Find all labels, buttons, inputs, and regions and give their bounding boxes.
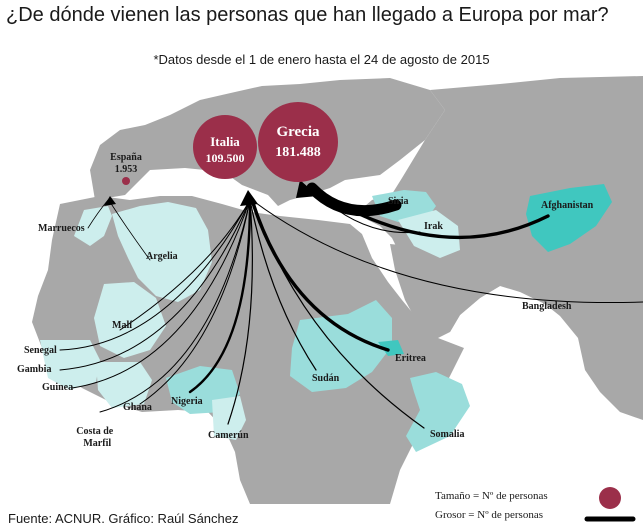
- arrowhead-grecia: [296, 180, 318, 198]
- destination-bubbles: Italia 109.500 Grecia 181.488 España 1.9…: [110, 102, 338, 185]
- grecia-name: Grecia: [276, 124, 320, 140]
- subtitle: *Datos desde el 1 de enero hasta el 24 d…: [153, 52, 490, 67]
- region-afghanistan: [526, 184, 612, 252]
- label-somalia: Somalia: [430, 429, 464, 440]
- label-bangladesh: Bangladesh: [522, 301, 572, 312]
- label-afghanistan: Afghanistan: [541, 200, 594, 211]
- espana-value: 1.953: [115, 164, 138, 175]
- label-camerun: Camerún: [208, 430, 249, 441]
- legend-width-label: Grosor = Nº de personas: [435, 509, 543, 521]
- flow-marruecos: [87, 199, 109, 229]
- arrowhead-espana: [104, 196, 116, 206]
- flow-lines: [59, 182, 643, 429]
- region-ghana-cdm: [96, 362, 152, 408]
- page-title: ¿De dónde vienen las personas que han ll…: [6, 4, 609, 26]
- label-gambia: Gambia: [17, 364, 51, 375]
- label-guinea: Guinea: [42, 382, 73, 393]
- flow-somalia: [251, 199, 425, 429]
- legend-symbols: [584, 487, 636, 522]
- flow-guinea: [71, 199, 251, 389]
- region-eritrea: [378, 340, 404, 356]
- arrow-heads: [104, 180, 318, 206]
- bubble-grecia: [258, 102, 338, 182]
- legend-bubble-icon: [599, 487, 621, 509]
- espana-name: España: [110, 152, 142, 163]
- bubble-italia: [193, 115, 257, 179]
- flow-gambia: [59, 199, 251, 371]
- region-marruecos: [74, 206, 112, 246]
- flow-bangladesh: [251, 199, 643, 303]
- label-irak: Irak: [424, 221, 443, 232]
- flow-nigeria: [188, 198, 252, 394]
- arrowhead-italia: [240, 190, 258, 206]
- flow-irak: [311, 187, 421, 234]
- bubble-espana: [122, 177, 130, 185]
- region-siria: [372, 190, 436, 222]
- migration-map: Italia 109.500 Grecia 181.488 España 1.9…: [17, 76, 643, 504]
- region-camerun: [212, 396, 246, 440]
- label-argelia: Argelia: [146, 251, 178, 262]
- region-somalia: [406, 372, 470, 452]
- land-asia: [358, 76, 643, 420]
- source-footer: Fuente: ACNUR. Gráfico: Raúl Sánchez: [8, 511, 239, 526]
- flow-camerun: [227, 199, 253, 425]
- label-ghana: Ghana: [123, 402, 152, 413]
- land-arabia: [390, 244, 500, 342]
- legend-size-label: Tamaño = Nº de personas: [435, 490, 548, 502]
- label-marruecos: Marruecos: [38, 223, 85, 234]
- label-siria: Siria: [388, 196, 409, 207]
- label-eritrea: Eritrea: [395, 353, 426, 364]
- label-sudan: Sudán: [312, 373, 340, 384]
- flow-afghanistan: [310, 186, 550, 240]
- grecia-value: 181.488: [275, 145, 321, 160]
- flow-mali: [119, 199, 251, 331]
- label-mali: Malí: [112, 320, 132, 331]
- origin-labels: Marruecos Argelia Malí Senegal Gambia Gu…: [17, 196, 594, 449]
- italia-value: 109.500: [206, 151, 245, 165]
- flow-senegal: [59, 199, 251, 351]
- label-costa-marfil-line1: Costa de: [76, 426, 114, 437]
- italia-name: Italia: [210, 134, 240, 149]
- flow-sudan: [249, 199, 317, 371]
- flow-cdm: [99, 199, 251, 413]
- label-senegal: Senegal: [24, 345, 57, 356]
- label-nigeria: Nigeria: [171, 396, 203, 407]
- label-costa-marfil: Costa de Marfil: [76, 426, 135, 449]
- region-west-africa: [40, 340, 100, 390]
- flow-argelia: [109, 201, 151, 261]
- flow-ghana: [139, 199, 251, 405]
- label-costa-marfil-line2: Marfil: [83, 438, 111, 449]
